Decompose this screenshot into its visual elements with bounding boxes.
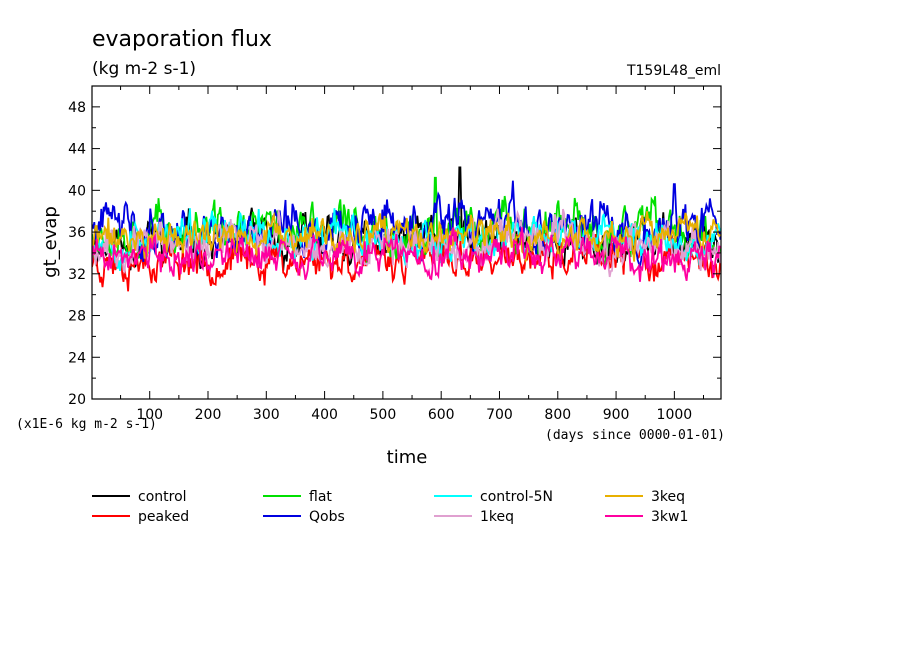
y-tick-label: 36 xyxy=(68,225,86,241)
x-tick-label: 500 xyxy=(370,407,397,423)
legend-label-control-5N: control-5N xyxy=(480,489,553,505)
x-unit-note: (days since 0000-01-01) xyxy=(545,428,725,443)
chart-title: evaporation flux xyxy=(92,27,272,52)
x-tick-label: 800 xyxy=(544,407,571,423)
x-tick-label: 600 xyxy=(428,407,455,423)
y-tick-label: 32 xyxy=(68,267,86,283)
x-tick-label: 1000 xyxy=(657,407,693,423)
legend-label-control: control xyxy=(138,489,187,505)
plot-frame xyxy=(91,85,722,400)
legend: control flat control-5N 3keq peaked Qobs 1keq 3… xyxy=(92,489,688,525)
x-tick-label: 400 xyxy=(311,407,338,423)
y-tick-label: 28 xyxy=(68,309,86,325)
legend-label-3kw1: 3kw1 xyxy=(651,509,688,525)
x-tick-label: 100 xyxy=(136,407,163,423)
x-tick-label: 300 xyxy=(253,407,280,423)
y-tick-label: 44 xyxy=(68,142,86,158)
y-tick-label: 20 xyxy=(68,392,86,408)
legend-label-flat: flat xyxy=(309,489,332,505)
legend-label-peaked: peaked xyxy=(138,509,189,525)
run-label: T159L48_eml xyxy=(626,63,721,79)
legend-label-1keq: 1keq xyxy=(480,509,514,525)
chart-units: (kg m-2 s-1) xyxy=(92,59,196,79)
y-tick-label: 40 xyxy=(68,183,86,199)
x-tick-label: 200 xyxy=(195,407,222,423)
series-layer xyxy=(92,166,721,292)
series-line-3kw1 xyxy=(92,227,721,282)
y-tick-label: 48 xyxy=(68,100,86,116)
y-scale-note: (x1E-6 kg m-2 s-1) xyxy=(16,417,157,432)
legend-label-3keq: 3keq xyxy=(651,489,685,505)
x-tick-label: 900 xyxy=(603,407,630,423)
y-axis-label: gt_evap xyxy=(40,206,61,278)
x-axis-label: time xyxy=(387,447,428,468)
legend-label-Qobs: Qobs xyxy=(309,509,345,525)
y-tick-label: 24 xyxy=(68,350,86,366)
x-tick-label: 700 xyxy=(486,407,513,423)
axis-ticks: 20 24 28 32 36 40 44 48 100 200 300 400 500 600 700 800… xyxy=(68,86,721,423)
